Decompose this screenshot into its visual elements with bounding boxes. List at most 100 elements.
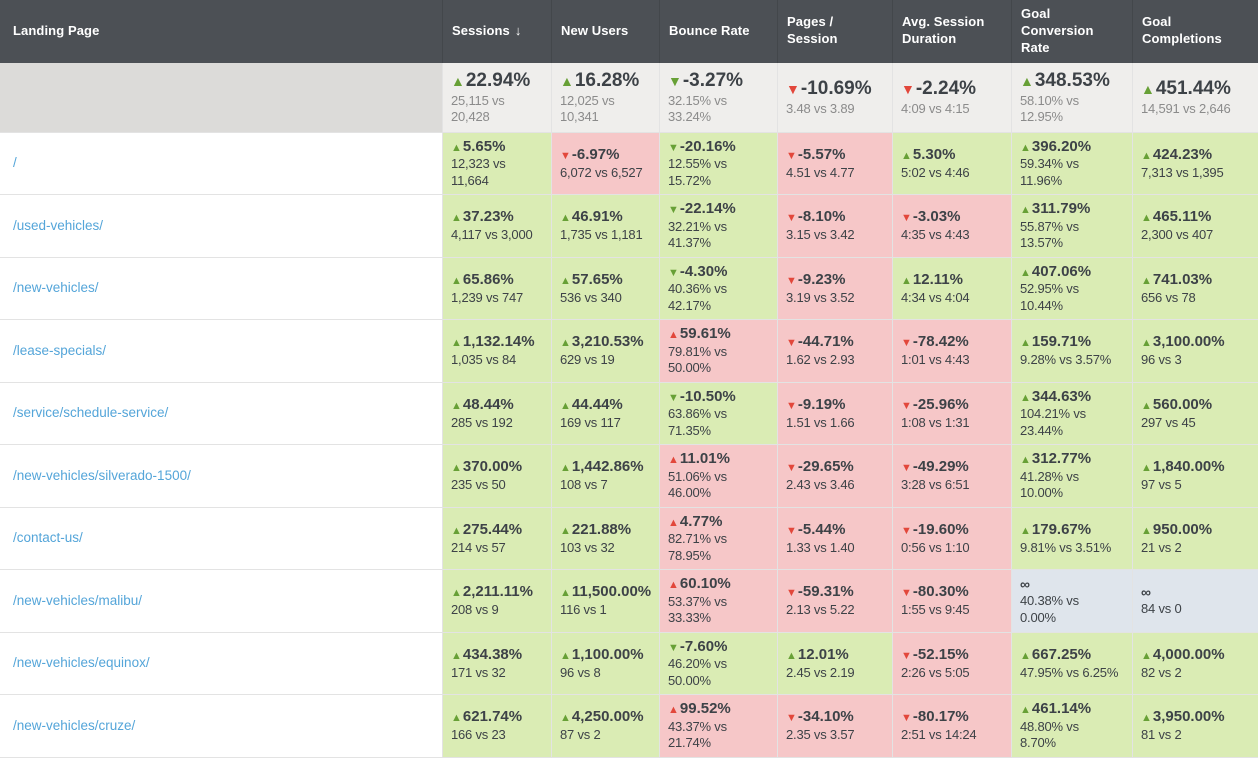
metric-cell-sessions: ▲37.23% 4,117 vs 3,000 [443, 195, 552, 258]
column-header-bounce-rate[interactable]: Bounce Rate [660, 0, 778, 63]
trend-up-icon: ▲ [1020, 204, 1031, 217]
metric-comparison: 5:02 vs 4:46 [901, 164, 970, 180]
percent-value: -6.97% [571, 145, 620, 163]
percent-value: -10.69% [800, 78, 872, 100]
metric-change-percent: ▲312.77% [1020, 450, 1125, 469]
metric-change-percent: ▼-3.27% [668, 69, 770, 93]
metric-comparison: 87 vs 2 [560, 727, 601, 743]
metric-comparison: 3.48 vs 3.89 [786, 100, 855, 116]
trend-down-icon: ▼ [668, 204, 679, 217]
trend-up-icon: ▲ [560, 587, 571, 600]
metric-change-percent: ▲1,442.86% [560, 458, 652, 477]
landing-page-link[interactable]: /new-vehicles/malibu/ [13, 592, 143, 608]
percent-value: 3,210.53% [571, 333, 644, 351]
trend-up-icon: ▲ [1020, 391, 1031, 404]
trend-up-icon: ▲ [901, 274, 912, 287]
column-header-avg-session-duration[interactable]: Avg. Session Duration [893, 0, 1012, 63]
landing-page-link[interactable]: /contact-us/ [13, 530, 83, 546]
metric-change-percent: ▼-59.31% [786, 583, 885, 602]
metric-comparison: 79.81% vs 50.00% [668, 343, 727, 376]
summary-cell-goal-completions: ▲451.44% 14,591 vs 2,646 [1133, 62, 1258, 133]
column-header-sessions[interactable]: Sessions ↓ [443, 0, 552, 63]
metric-cell-goal-completions: ▲741.03% 656 vs 78 [1133, 257, 1258, 321]
trend-up-icon: ▲ [560, 712, 571, 725]
metric-comparison: 169 vs 117 [560, 414, 621, 430]
metric-cell-avg-session-duration: ▼-52.15% 2:26 vs 5:05 [893, 632, 1012, 696]
metric-cell-pages-session: ▲12.01% 2.45 vs 2.19 [778, 632, 893, 696]
column-header-new-users[interactable]: New Users [552, 0, 660, 63]
column-header-goal-conversion-rate[interactable]: Goal Conversion Rate [1012, 0, 1133, 63]
column-header-label: Goal Completions [1142, 14, 1222, 47]
metric-comparison: 47.95% vs 6.25% [1020, 664, 1119, 680]
metric-comparison: 2.43 vs 3.46 [786, 477, 855, 493]
metric-comparison: 2:51 vs 14:24 [901, 727, 977, 743]
metric-comparison: 51.06% vs 46.00% [668, 468, 727, 501]
metric-change-percent: ▲424.23% [1141, 146, 1251, 165]
metric-comparison: 96 vs 3 [1141, 352, 1182, 368]
trend-up-icon: ▲ [1141, 337, 1152, 350]
metric-comparison: 81 vs 2 [1141, 727, 1182, 743]
column-header-landing-page[interactable]: Landing Page [0, 0, 443, 63]
percent-value: 312.77% [1031, 450, 1092, 468]
percent-value: -59.31% [797, 583, 854, 601]
metric-cell-sessions: ▲5.65% 12,323 vs 11,664 [443, 132, 552, 196]
metric-change-percent: ▲99.52% [668, 700, 770, 719]
trend-down-icon: ▼ [901, 337, 912, 350]
percent-value: 621.74% [462, 708, 523, 726]
metric-cell-bounce-rate: ▲4.77% 82.71% vs 78.95% [660, 507, 778, 571]
metric-comparison: 2.13 vs 5.22 [786, 602, 855, 618]
metric-change-percent: ▲37.23% [451, 208, 544, 227]
percent-value: 4,000.00% [1152, 645, 1225, 663]
metric-cell-avg-session-duration: ▼-80.30% 1:55 vs 9:45 [893, 570, 1012, 633]
percent-value: 1,132.14% [462, 333, 535, 351]
metric-cell-avg-session-duration: ▼-25.96% 1:08 vs 1:31 [893, 382, 1012, 446]
percent-value: -4.30% [679, 262, 728, 280]
percent-value: 99.52% [679, 700, 731, 718]
metric-comparison: 297 vs 45 [1141, 414, 1196, 430]
landing-page-link[interactable]: /new-vehicles/equinox/ [13, 655, 150, 671]
landing-page-link[interactable]: /lease-specials/ [13, 342, 107, 358]
metric-change-percent: ▼-29.65% [786, 458, 885, 477]
column-header-pages-session[interactable]: Pages / Session [778, 0, 893, 63]
metric-cell-avg-session-duration: ▼-80.17% 2:51 vs 14:24 [893, 695, 1012, 758]
percent-value: 11,500.00% [571, 583, 652, 601]
metric-change-percent: ▼-80.30% [901, 583, 1004, 602]
percent-value: 950.00% [1152, 520, 1213, 538]
trend-up-icon: ▲ [1020, 141, 1031, 154]
trend-up-icon: ▲ [451, 712, 462, 725]
percent-value: -3.03% [912, 208, 961, 226]
metric-cell-avg-session-duration: ▲12.11% 4:34 vs 4:04 [893, 257, 1012, 321]
metric-change-percent: ▲3,950.00% [1141, 708, 1251, 727]
landing-page-link[interactable]: /used-vehicles/ [13, 217, 104, 233]
percent-value: -9.19% [797, 395, 846, 413]
metric-change-percent: ▲65.86% [451, 271, 544, 290]
landing-page-cell: /new-vehicles/equinox/ [0, 632, 443, 696]
trend-up-icon: ▲ [1020, 649, 1031, 662]
metric-comparison: 82 vs 2 [1141, 664, 1182, 680]
column-header-goal-completions[interactable]: Goal Completions [1133, 0, 1258, 63]
trend-up-icon: ▲ [560, 212, 571, 225]
metric-comparison: 9.81% vs 3.51% [1020, 539, 1112, 555]
column-header-label: Bounce Rate [669, 22, 750, 38]
landing-page-link[interactable]: /new-vehicles/silverado-1500/ [13, 467, 191, 483]
percent-value: 221.88% [571, 520, 632, 538]
landing-page-link[interactable]: / [13, 155, 17, 171]
metric-comparison: 3.15 vs 3.42 [786, 227, 855, 243]
metric-cell-goal-conversion-rate: ▲667.25% 47.95% vs 6.25% [1012, 632, 1133, 696]
trend-up-icon: ▲ [1141, 399, 1152, 412]
percent-value: -80.30% [912, 583, 969, 601]
percent-value: 3,100.00% [1152, 333, 1225, 351]
percent-value: 370.00% [462, 458, 523, 476]
landing-page-cell: /service/schedule-service/ [0, 382, 443, 446]
metric-cell-new-users: ▲46.91% 1,735 vs 1,181 [552, 195, 660, 258]
percent-value: -44.71% [797, 333, 854, 351]
percent-value: 461.14% [1031, 700, 1092, 718]
metric-change-percent: ▲11.01% [668, 450, 770, 469]
landing-page-link[interactable]: /new-vehicles/cruze/ [13, 717, 136, 733]
metric-change-percent: ▲1,100.00% [560, 646, 652, 665]
percent-value: -49.29% [912, 458, 969, 476]
landing-page-link[interactable]: /new-vehicles/ [13, 280, 99, 296]
metric-change-percent: ▲4,250.00% [560, 708, 652, 727]
trend-down-icon: ▼ [901, 524, 912, 537]
landing-page-link[interactable]: /service/schedule-service/ [13, 405, 169, 421]
